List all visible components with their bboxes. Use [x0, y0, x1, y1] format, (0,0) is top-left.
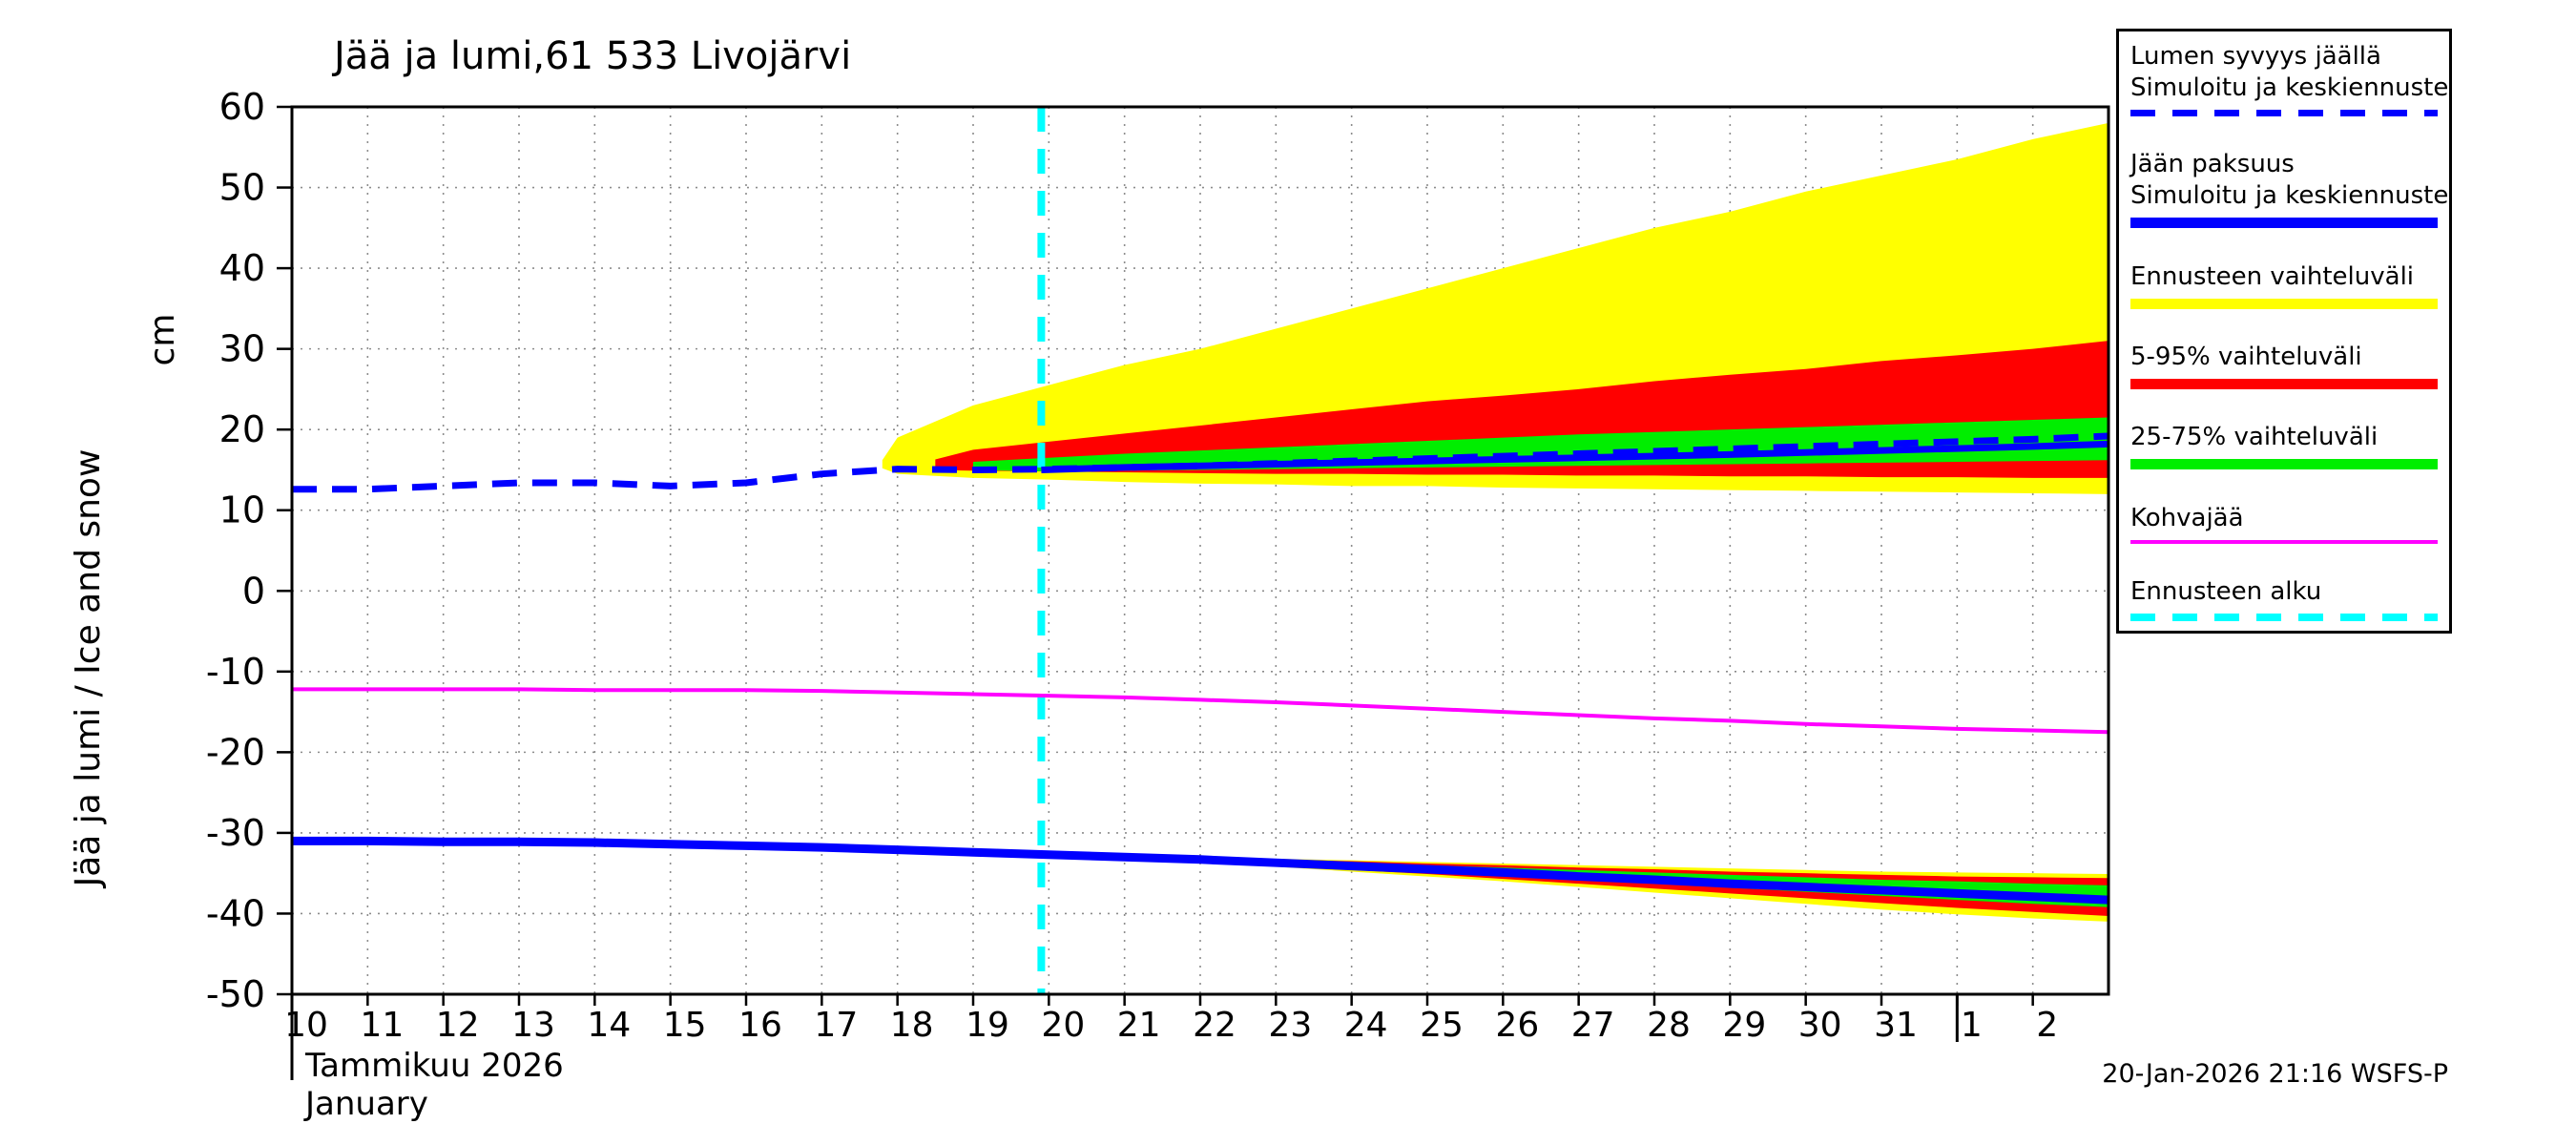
legend-label: Ennusteen vaihteluväli — [2130, 261, 2415, 291]
x-tick-label: 21 — [1117, 1006, 1161, 1045]
x-tick-label: 16 — [738, 1006, 782, 1045]
legend-line-sample-forecast-range — [2130, 298, 2438, 309]
legend-label: 25-75% vaihteluväli — [2130, 423, 2379, 452]
y-tick-label: -40 — [206, 892, 265, 934]
legend-line-sample-forecast-start — [2130, 613, 2438, 621]
y-tick-label: 60 — [219, 86, 265, 128]
x-tick-label: 17 — [814, 1006, 858, 1045]
y-tick-label: 10 — [219, 489, 265, 531]
legend-item-snow-depth: Lumen syvyys jäällä Simuloitu ja keskienn… — [2130, 41, 2449, 116]
x-tick-label: 30 — [1798, 1006, 1842, 1045]
legend-label: Simuloitu ja keskiennuste — [2130, 181, 2449, 211]
x-tick-label: 26 — [1495, 1006, 1539, 1045]
x-tick-label: 20 — [1041, 1006, 1085, 1045]
series-snow-depth — [292, 432, 2109, 493]
x-tick-label: 22 — [1193, 1006, 1236, 1045]
x-tick-label: 11 — [360, 1006, 404, 1045]
x-tick-label: 24 — [1344, 1006, 1388, 1045]
x-tick-label: 14 — [587, 1006, 631, 1045]
x-tick-label: 13 — [511, 1006, 555, 1045]
legend-item-forecast-start: Ennusteen alku — [2130, 576, 2438, 621]
legend-label: Kohvajää — [2130, 503, 2244, 532]
legend-label: 5-95% vaihteluväli — [2130, 342, 2362, 371]
legend-line-sample-range-5-95 — [2130, 378, 2438, 389]
x-tick-label: 29 — [1722, 1006, 1766, 1045]
y-tick-label: 0 — [242, 570, 265, 612]
y-tick-label: 40 — [219, 247, 265, 289]
legend-item-range-5-95: 5-95% vaihteluväli — [2130, 342, 2438, 389]
x-tick-label: 23 — [1268, 1006, 1312, 1045]
y-tick-label: 30 — [219, 328, 265, 370]
series-ice-thickness — [292, 836, 2109, 905]
y-axis-unit-label: cm — [143, 314, 182, 366]
chart-title: Jää ja lumi,61 533 Livojärvi — [331, 34, 851, 78]
legend-line-sample-kohvajaa — [2130, 539, 2438, 544]
legend-item-forecast-range: Ennusteen vaihteluväli — [2130, 261, 2438, 309]
series-kohvajaa — [292, 687, 2109, 735]
y-tick-label: -30 — [206, 812, 265, 854]
legend-line-sample-ice-thickness — [2130, 218, 2438, 229]
legend-line-sample-range-25-75 — [2130, 459, 2438, 470]
legend-item-kohvajaa: Kohvajää — [2130, 503, 2438, 544]
x-tick-label: 19 — [966, 1006, 1009, 1045]
x-axis-month-label-en: January — [303, 1085, 428, 1123]
x-axis-month-label-fi: Tammikuu 2026 — [304, 1047, 564, 1085]
y-tick-label: -50 — [206, 973, 265, 1015]
y-axis-label: Jää ja lumi / Ice and snow — [69, 449, 108, 889]
legend-label: Lumen syvyys jäällä — [2130, 42, 2381, 71]
legend-label: Simuloitu ja keskiennuste — [2130, 73, 2449, 102]
y-tick-label: -10 — [206, 651, 265, 693]
x-tick-label: 12 — [436, 1006, 480, 1045]
band-snow-25-75 — [973, 417, 2109, 472]
x-tick-label: 18 — [890, 1006, 934, 1045]
y-tick-label: 50 — [219, 167, 265, 209]
legend-line-sample-snow-depth — [2130, 110, 2438, 116]
x-tick-label: 27 — [1571, 1006, 1615, 1045]
x-tick-label: 2 — [2036, 1006, 2058, 1045]
x-tick-label: 25 — [1420, 1006, 1464, 1045]
legend-label: Ennusteen alku — [2130, 576, 2322, 606]
y-tick-label: -20 — [206, 731, 265, 773]
legend-label: Jään paksuus — [2130, 150, 2295, 179]
timestamp-label: 20-Jan-2026 21:16 WSFS-P — [2102, 1059, 2448, 1089]
legend-item-ice-thickness: Jään paksuus Simuloitu ja keskiennuste — [2130, 149, 2449, 229]
y-tick-label: 20 — [219, 408, 265, 450]
legend-box: Lumen syvyys jäällä Simuloitu ja keskienn… — [2116, 29, 2452, 634]
legend-item-range-25-75: 25-75% vaihteluväli — [2130, 422, 2438, 470]
x-tick-label: 15 — [663, 1006, 707, 1045]
x-tick-label: 31 — [1874, 1006, 1918, 1045]
x-tick-label: 28 — [1647, 1006, 1691, 1045]
x-tick-label: 1 — [1961, 1006, 1983, 1045]
